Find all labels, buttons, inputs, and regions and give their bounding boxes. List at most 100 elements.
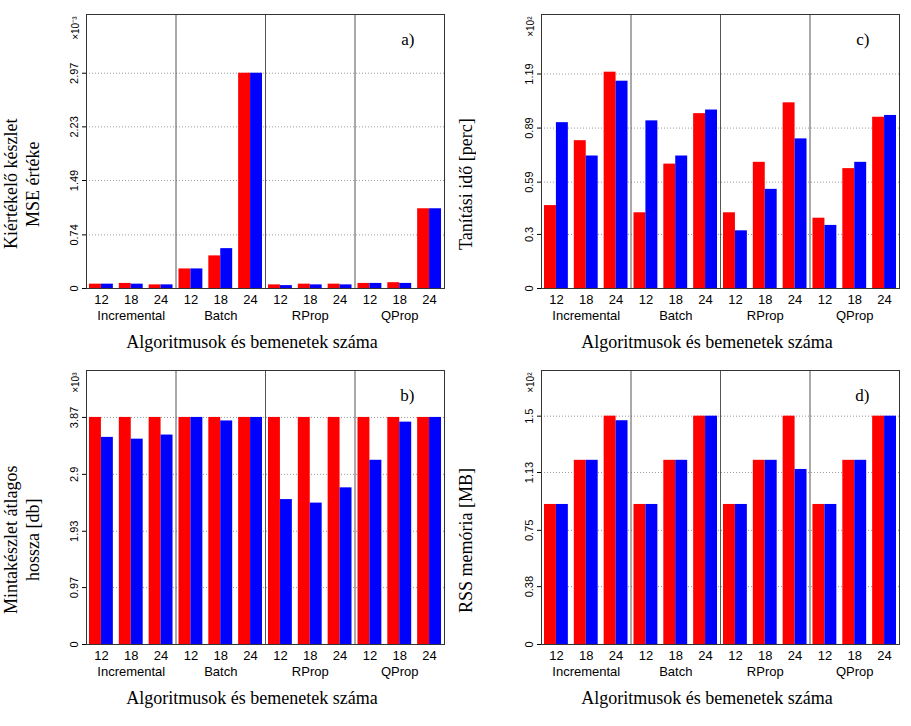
svg-text:12: 12	[639, 292, 653, 307]
svg-text:0: 0	[523, 285, 535, 291]
svg-text:18: 18	[758, 292, 772, 307]
svg-text:24: 24	[698, 292, 712, 307]
svg-text:Batch: Batch	[204, 308, 237, 323]
svg-text:24: 24	[698, 648, 712, 663]
svg-text:×10²: ×10²	[525, 16, 536, 37]
svg-text:RProp: RProp	[747, 664, 784, 679]
svg-text:3.87: 3.87	[68, 407, 80, 428]
svg-text:1.19: 1.19	[523, 63, 535, 84]
svg-text:24: 24	[243, 292, 257, 307]
svg-text:RProp: RProp	[292, 308, 329, 323]
svg-text:24: 24	[243, 648, 257, 663]
html-text:Kiértékelő készlet: Kiértékelő készlet	[1, 118, 21, 250]
svg-text:18: 18	[848, 648, 862, 663]
svg-text:12: 12	[94, 648, 108, 663]
svg-text:0: 0	[68, 285, 80, 291]
svg-text:Incremental: Incremental	[552, 308, 620, 323]
svg-text:2.23: 2.23	[68, 116, 80, 137]
svg-text:×10⁻³: ×10⁻³	[70, 16, 81, 40]
svg-text:b): b)	[400, 386, 414, 405]
svg-text:1.5: 1.5	[523, 409, 535, 424]
svg-text:Batch: Batch	[659, 664, 692, 679]
svg-text:18: 18	[579, 648, 593, 663]
svg-text:Batch: Batch	[659, 308, 692, 323]
svg-text:18: 18	[669, 648, 683, 663]
svg-text:0: 0	[68, 641, 80, 647]
svg-text:18: 18	[848, 292, 862, 307]
svg-text:0.75: 0.75	[523, 520, 535, 541]
svg-text:0.3: 0.3	[523, 227, 535, 242]
svg-text:0.97: 0.97	[68, 577, 80, 598]
svg-text:24: 24	[609, 292, 623, 307]
svg-text:12: 12	[273, 648, 287, 663]
svg-text:a): a)	[401, 30, 414, 49]
svg-text:18: 18	[393, 292, 407, 307]
svg-text:18: 18	[579, 292, 593, 307]
svg-text:QProp: QProp	[836, 308, 874, 323]
svg-text:18: 18	[303, 648, 317, 663]
svg-text:0.74: 0.74	[68, 224, 80, 245]
html-text:hossza [db]: hossza [db]	[23, 498, 43, 582]
svg-text:1.49: 1.49	[68, 170, 80, 191]
html-text:Mintakészlet átlagos: Mintakészlet átlagos	[1, 465, 21, 615]
svg-text:Batch: Batch	[204, 664, 237, 679]
svg-text:24: 24	[422, 648, 436, 663]
html-text:Algoritmusok és bemenetek szám: Algoritmusok és bemenetek száma	[581, 332, 833, 352]
html-text:Algoritmusok és bemenetek szám: Algoritmusok és bemenetek száma	[126, 688, 378, 708]
svg-text:18: 18	[393, 648, 407, 663]
svg-text:18: 18	[124, 648, 138, 663]
svg-text:1.13: 1.13	[523, 462, 535, 483]
svg-text:2.97: 2.97	[68, 63, 80, 84]
svg-text:12: 12	[549, 648, 563, 663]
svg-text:Incremental: Incremental	[97, 664, 165, 679]
svg-text:RProp: RProp	[292, 664, 329, 679]
svg-text:12: 12	[728, 292, 742, 307]
svg-text:12: 12	[728, 648, 742, 663]
svg-text:18: 18	[758, 648, 772, 663]
svg-text:12: 12	[818, 648, 832, 663]
svg-text:12: 12	[273, 292, 287, 307]
svg-text:24: 24	[788, 292, 802, 307]
svg-text:12: 12	[639, 648, 653, 663]
svg-text:24: 24	[877, 648, 891, 663]
svg-text:24: 24	[422, 292, 436, 307]
svg-text:0.38: 0.38	[523, 576, 535, 597]
svg-text:QProp: QProp	[381, 664, 419, 679]
svg-text:24: 24	[788, 648, 802, 663]
svg-text:×10³: ×10³	[70, 372, 81, 393]
svg-text:d): d)	[855, 386, 869, 405]
svg-text:18: 18	[303, 292, 317, 307]
html-text:Tanítási idő [perc]: Tanítási idő [perc]	[456, 118, 476, 250]
svg-text:1.93: 1.93	[68, 521, 80, 542]
svg-text:24: 24	[333, 292, 347, 307]
svg-text:2.9: 2.9	[68, 467, 80, 482]
svg-text:Incremental: Incremental	[97, 308, 165, 323]
svg-text:24: 24	[154, 292, 168, 307]
svg-text:18: 18	[214, 292, 228, 307]
svg-text:Incremental: Incremental	[552, 664, 620, 679]
svg-text:c): c)	[856, 30, 869, 49]
svg-text:24: 24	[333, 648, 347, 663]
svg-text:12: 12	[818, 292, 832, 307]
svg-text:0.89: 0.89	[523, 117, 535, 138]
svg-text:12: 12	[363, 648, 377, 663]
svg-text:12: 12	[184, 292, 198, 307]
svg-text:×10²: ×10²	[525, 372, 536, 393]
svg-text:12: 12	[363, 292, 377, 307]
svg-text:18: 18	[124, 292, 138, 307]
svg-text:24: 24	[609, 648, 623, 663]
svg-text:12: 12	[549, 292, 563, 307]
svg-text:24: 24	[154, 648, 168, 663]
html-text:Algoritmusok és bemenetek szám: Algoritmusok és bemenetek száma	[126, 332, 378, 352]
svg-text:18: 18	[669, 292, 683, 307]
html-text:MSE értéke: MSE értéke	[23, 141, 43, 227]
svg-text:18: 18	[214, 648, 228, 663]
svg-text:0.59: 0.59	[523, 171, 535, 192]
svg-text:QProp: QProp	[836, 664, 874, 679]
svg-text:24: 24	[877, 292, 891, 307]
svg-text:RProp: RProp	[747, 308, 784, 323]
svg-text:12: 12	[94, 292, 108, 307]
svg-text:12: 12	[184, 648, 198, 663]
svg-text:QProp: QProp	[381, 308, 419, 323]
svg-text:0: 0	[523, 641, 535, 647]
